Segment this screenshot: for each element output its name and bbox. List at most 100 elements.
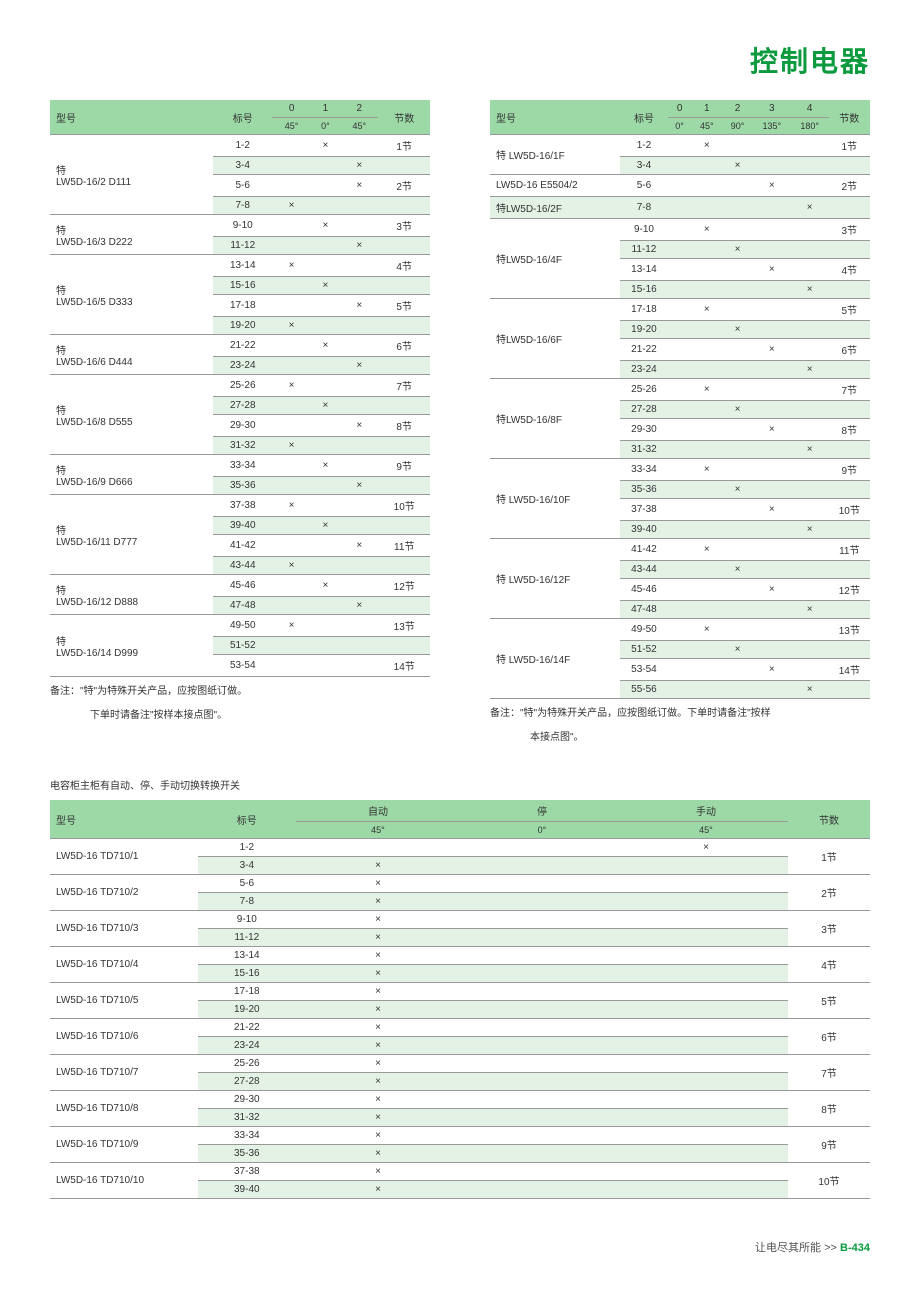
mark-cell <box>791 379 829 401</box>
mark-cell <box>460 1001 624 1019</box>
mark-cell <box>791 241 829 259</box>
th-sub3: 135° <box>753 118 791 135</box>
mark-cell <box>791 219 829 241</box>
mark-cell <box>311 255 340 277</box>
jie-cell <box>829 241 870 259</box>
mark-cell <box>691 321 722 339</box>
mark-cell <box>691 441 722 459</box>
jie-cell <box>829 601 870 619</box>
mark-cell <box>668 419 692 441</box>
mark-cell <box>460 1055 624 1073</box>
mark-cell <box>624 965 788 983</box>
mark-cell <box>624 1073 788 1091</box>
model-cell: LW5D-16 TD710/9 <box>50 1127 198 1163</box>
label-cell: 55-56 <box>620 681 668 699</box>
mark-cell <box>272 135 310 157</box>
th-label: 标号 <box>213 100 272 135</box>
mark-cell: × <box>296 1001 460 1019</box>
mark-cell: × <box>791 441 829 459</box>
jie-cell: 8节 <box>788 1091 870 1127</box>
mark-cell <box>668 175 692 197</box>
label-cell: 15-16 <box>213 277 272 295</box>
jie-cell: 6节 <box>829 339 870 361</box>
mark-cell <box>668 281 692 299</box>
mark-cell <box>340 637 378 655</box>
table-row: 特LW5D-16/6F 17-18 × 5节 <box>490 299 870 321</box>
mark-cell <box>753 241 791 259</box>
mark-cell <box>722 681 753 699</box>
mark-cell <box>753 299 791 321</box>
mark-cell <box>668 481 692 499</box>
mark-cell: × <box>791 281 829 299</box>
mark-cell <box>311 637 340 655</box>
th-auto: 自动 <box>296 800 460 822</box>
footer-slogan: 让电尽其所能 <box>755 1242 821 1254</box>
mark-cell: × <box>272 557 310 575</box>
th-stop: 停 <box>460 800 624 822</box>
mark-cell <box>272 455 310 477</box>
jie-cell: 4节 <box>829 259 870 281</box>
model-cell: 特LW5D-16/9 D666 <box>50 455 213 495</box>
jie-cell <box>378 597 430 615</box>
jie-cell <box>829 681 870 699</box>
mark-cell: × <box>753 175 791 197</box>
mark-cell: × <box>311 517 340 535</box>
mark-cell <box>624 875 788 893</box>
label-cell: 11-12 <box>213 237 272 255</box>
label-cell: 41-42 <box>620 539 668 561</box>
mark-cell <box>668 339 692 361</box>
jie-cell: 9节 <box>829 459 870 481</box>
label-cell: 37-38 <box>213 495 272 517</box>
table-row: 特LW5D-16/2 D111 1-2 × 1节 <box>50 135 430 157</box>
mark-cell: × <box>296 983 460 1001</box>
th-auto-deg: 45° <box>296 822 460 839</box>
jie-cell: 2节 <box>788 875 870 911</box>
label-cell: 45-46 <box>620 579 668 601</box>
model-cell: LW5D-16 TD710/6 <box>50 1019 198 1055</box>
mark-cell <box>311 557 340 575</box>
th-c3: 3 <box>753 100 791 118</box>
mark-cell <box>460 929 624 947</box>
jie-cell <box>378 397 430 415</box>
mark-cell <box>753 459 791 481</box>
mark-cell <box>624 1001 788 1019</box>
mark-cell <box>460 893 624 911</box>
mark-cell <box>272 397 310 415</box>
note-left-2: 下单时请备注"按样本接点图"。 <box>50 707 430 725</box>
table-row: LW5D-16 TD710/1 1-2 × 1节 <box>50 839 870 857</box>
mark-cell <box>272 415 310 437</box>
mark-cell <box>460 1091 624 1109</box>
jie-cell: 13节 <box>829 619 870 641</box>
mark-cell <box>272 295 310 317</box>
mark-cell <box>722 299 753 321</box>
mark-cell <box>668 641 692 659</box>
mark-cell <box>340 397 378 415</box>
mark-cell <box>753 361 791 379</box>
jie-cell <box>378 517 430 535</box>
th-c0: 0 <box>272 100 310 118</box>
jie-cell: 10节 <box>378 495 430 517</box>
th-c4: 4 <box>791 100 829 118</box>
model-cell: LW5D-16 TD710/4 <box>50 947 198 983</box>
jie-cell <box>829 441 870 459</box>
mark-cell <box>272 335 310 357</box>
label-cell: 47-48 <box>620 601 668 619</box>
label-cell: 31-32 <box>620 441 668 459</box>
mark-cell <box>722 539 753 561</box>
mark-cell <box>753 521 791 539</box>
mark-cell <box>691 499 722 521</box>
mark-cell <box>691 339 722 361</box>
mark-cell: × <box>311 277 340 295</box>
model-cell: 特 LW5D-16/10F <box>490 459 620 539</box>
mark-cell <box>460 875 624 893</box>
label-cell: 13-14 <box>620 259 668 281</box>
mark-cell: × <box>691 135 722 157</box>
mark-cell <box>791 499 829 521</box>
model-cell: 特LW5D-16/11 D777 <box>50 495 213 575</box>
label-cell: 39-40 <box>620 521 668 539</box>
mark-cell <box>460 1127 624 1145</box>
jie-cell: 6节 <box>378 335 430 357</box>
mark-cell <box>753 401 791 419</box>
mark-cell <box>753 681 791 699</box>
mark-cell: × <box>791 361 829 379</box>
